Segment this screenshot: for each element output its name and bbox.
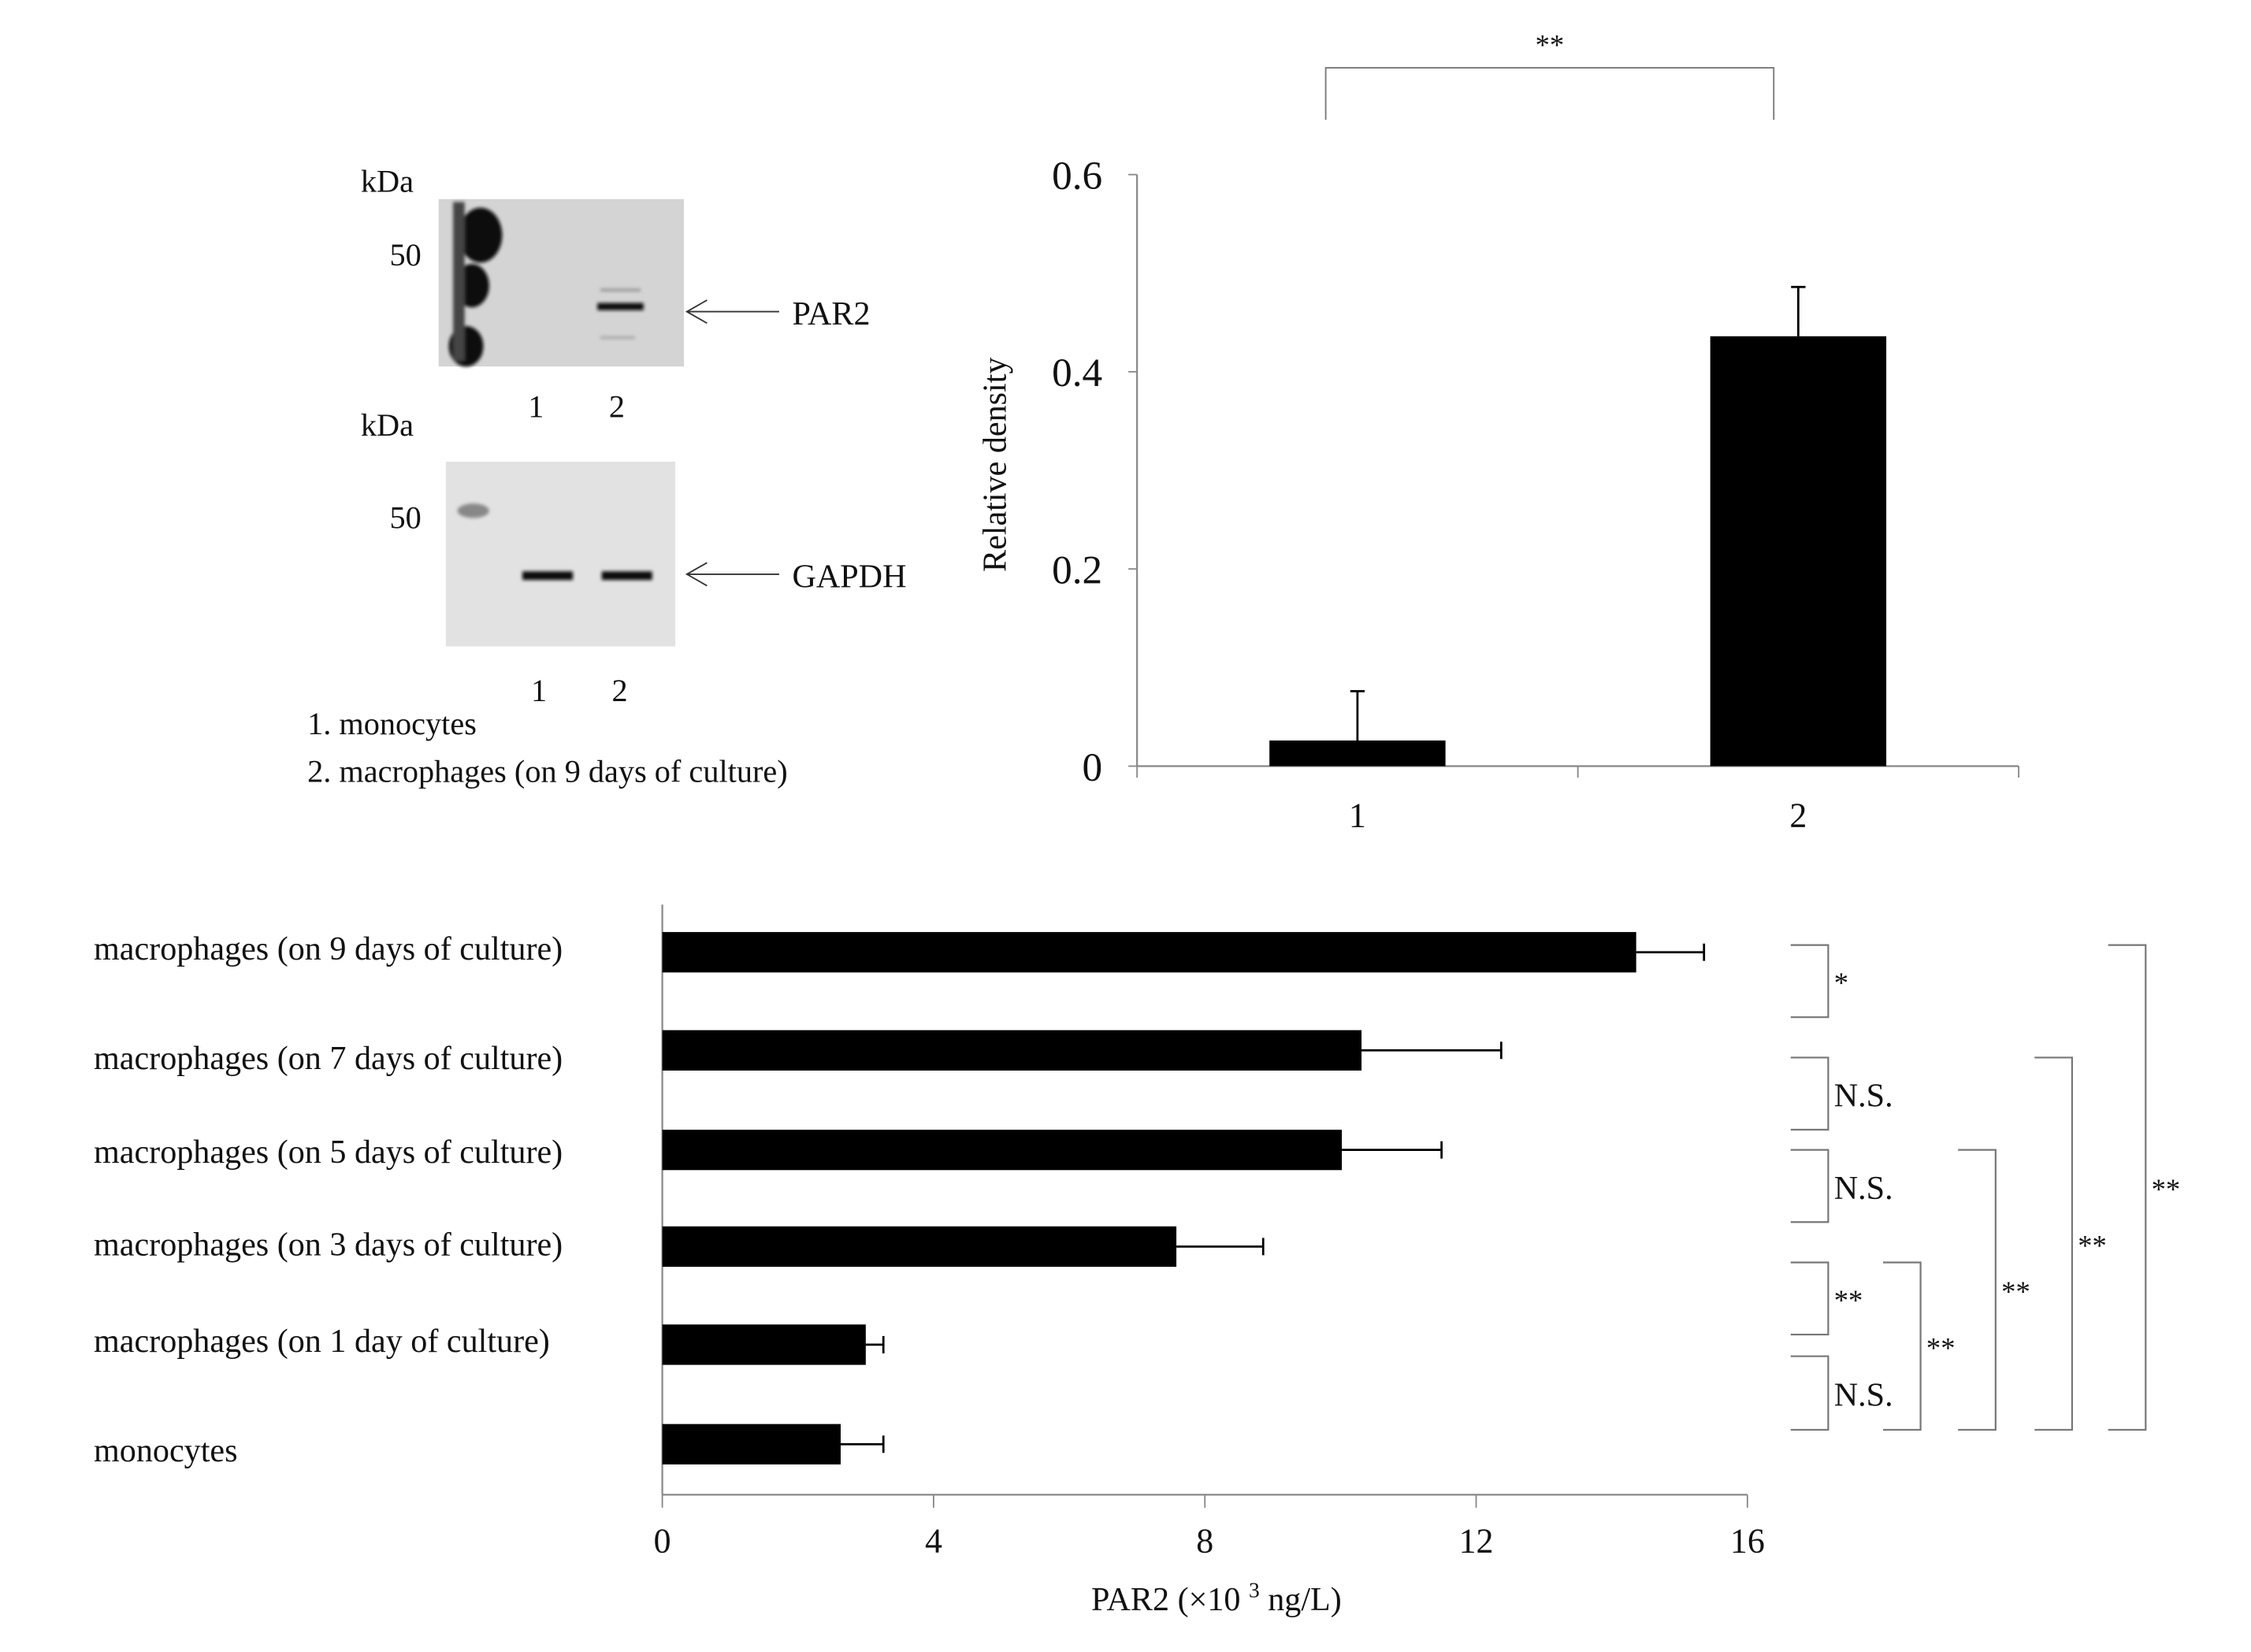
significance-label: **	[1926, 1331, 1956, 1364]
significance-label: N.S.	[1834, 1377, 1893, 1414]
marker-50-label: 50	[389, 499, 421, 535]
par2-concentration-chart: 0 4 8 12 16 macrophages (on 9 days of culture…	[94, 904, 2180, 1618]
significance-bracket	[1882, 1261, 1922, 1431]
significance-label: **	[2001, 1275, 2030, 1308]
y-tick-label: 0.2	[1052, 548, 1102, 593]
bar	[662, 1324, 866, 1365]
ladder-bands	[448, 202, 503, 367]
kda-label: kDa	[361, 407, 414, 443]
significance-bracket	[1958, 1149, 1997, 1431]
bar	[662, 1226, 1177, 1267]
bar	[1710, 336, 1887, 767]
legend-item: 1. monocytes	[307, 706, 477, 741]
lane-label: 2	[612, 673, 628, 708]
lane-label: 1	[528, 388, 544, 424]
significance-bracket	[1790, 944, 1829, 1019]
y-tick-label: macrophages (on 5 days of culture)	[94, 1134, 563, 1171]
x-axis-label: PAR2 (×10 3 ng/L)	[1091, 1578, 1342, 1617]
bar	[1269, 740, 1446, 767]
y-tick-label: macrophages (on 7 days of culture)	[94, 1040, 563, 1077]
significance-bracket	[1790, 1261, 1829, 1336]
bar	[662, 1424, 841, 1465]
significance-bracket	[2034, 1056, 2074, 1431]
significance-label: N.S.	[1834, 1170, 1893, 1207]
western-blot-par2: kDa 50 PAR2 1 2	[361, 164, 871, 425]
significance-bracket	[1790, 1149, 1829, 1223]
significance-label: *	[1834, 967, 1848, 999]
significance-label: N.S.	[1834, 1078, 1893, 1115]
significance-bracket	[1324, 67, 1775, 121]
significance-label: **	[2078, 1229, 2107, 1261]
lane-label: 1	[531, 673, 547, 708]
y-tick-label: 0.6	[1052, 154, 1102, 199]
kda-label: kDa	[361, 164, 414, 199]
y-tick-label: monocytes	[94, 1432, 237, 1469]
marker-50-label: 50	[389, 237, 421, 273]
x-tick-label: 16	[1730, 1522, 1765, 1561]
bar	[662, 1130, 1343, 1171]
x-tick-label: 12	[1459, 1522, 1494, 1561]
gapdh-label: GAPDH	[792, 558, 906, 595]
par2-label: PAR2	[792, 295, 870, 332]
bar	[662, 1030, 1362, 1071]
y-tick-label: 0	[1083, 745, 1103, 790]
lane-label: 2	[609, 388, 625, 424]
legend-item: 2. macrophages (on 9 days of culture)	[307, 754, 788, 789]
y-axis-label: Relative density	[976, 357, 1013, 571]
x-tick-label: 2	[1789, 796, 1807, 834]
significance-bracket	[1790, 1056, 1829, 1131]
x-tick-label: 0	[654, 1522, 671, 1561]
par2-band	[597, 288, 644, 340]
western-blot-gapdh: kDa 50 GAPDH 1 2	[361, 407, 907, 708]
x-tick-label: 1	[1349, 796, 1366, 834]
blot-membrane	[445, 462, 676, 647]
gapdh-band	[601, 571, 652, 581]
y-tick-label: macrophages (on 3 days of culture)	[94, 1226, 563, 1263]
y-tick-label: macrophages (on 1 day of culture)	[94, 1323, 550, 1360]
x-tick-label: 8	[1196, 1522, 1213, 1561]
bar	[662, 932, 1636, 973]
significance-label: **	[2152, 1173, 2181, 1205]
y-tick-label: macrophages (on 9 days of culture)	[94, 930, 563, 967]
significance-bracket	[2108, 944, 2147, 1431]
x-tick-label: 4	[925, 1522, 942, 1561]
ladder-band	[457, 503, 489, 518]
significance-label: **	[1536, 29, 1565, 61]
significance-bracket	[1790, 1355, 1829, 1431]
significance-label: **	[1834, 1284, 1863, 1316]
y-tick-label: 0.4	[1052, 351, 1102, 395]
gapdh-band	[522, 571, 574, 581]
relative-density-chart: 0 0.2 0.4 0.6 1 2 Relative density **	[976, 29, 2020, 834]
